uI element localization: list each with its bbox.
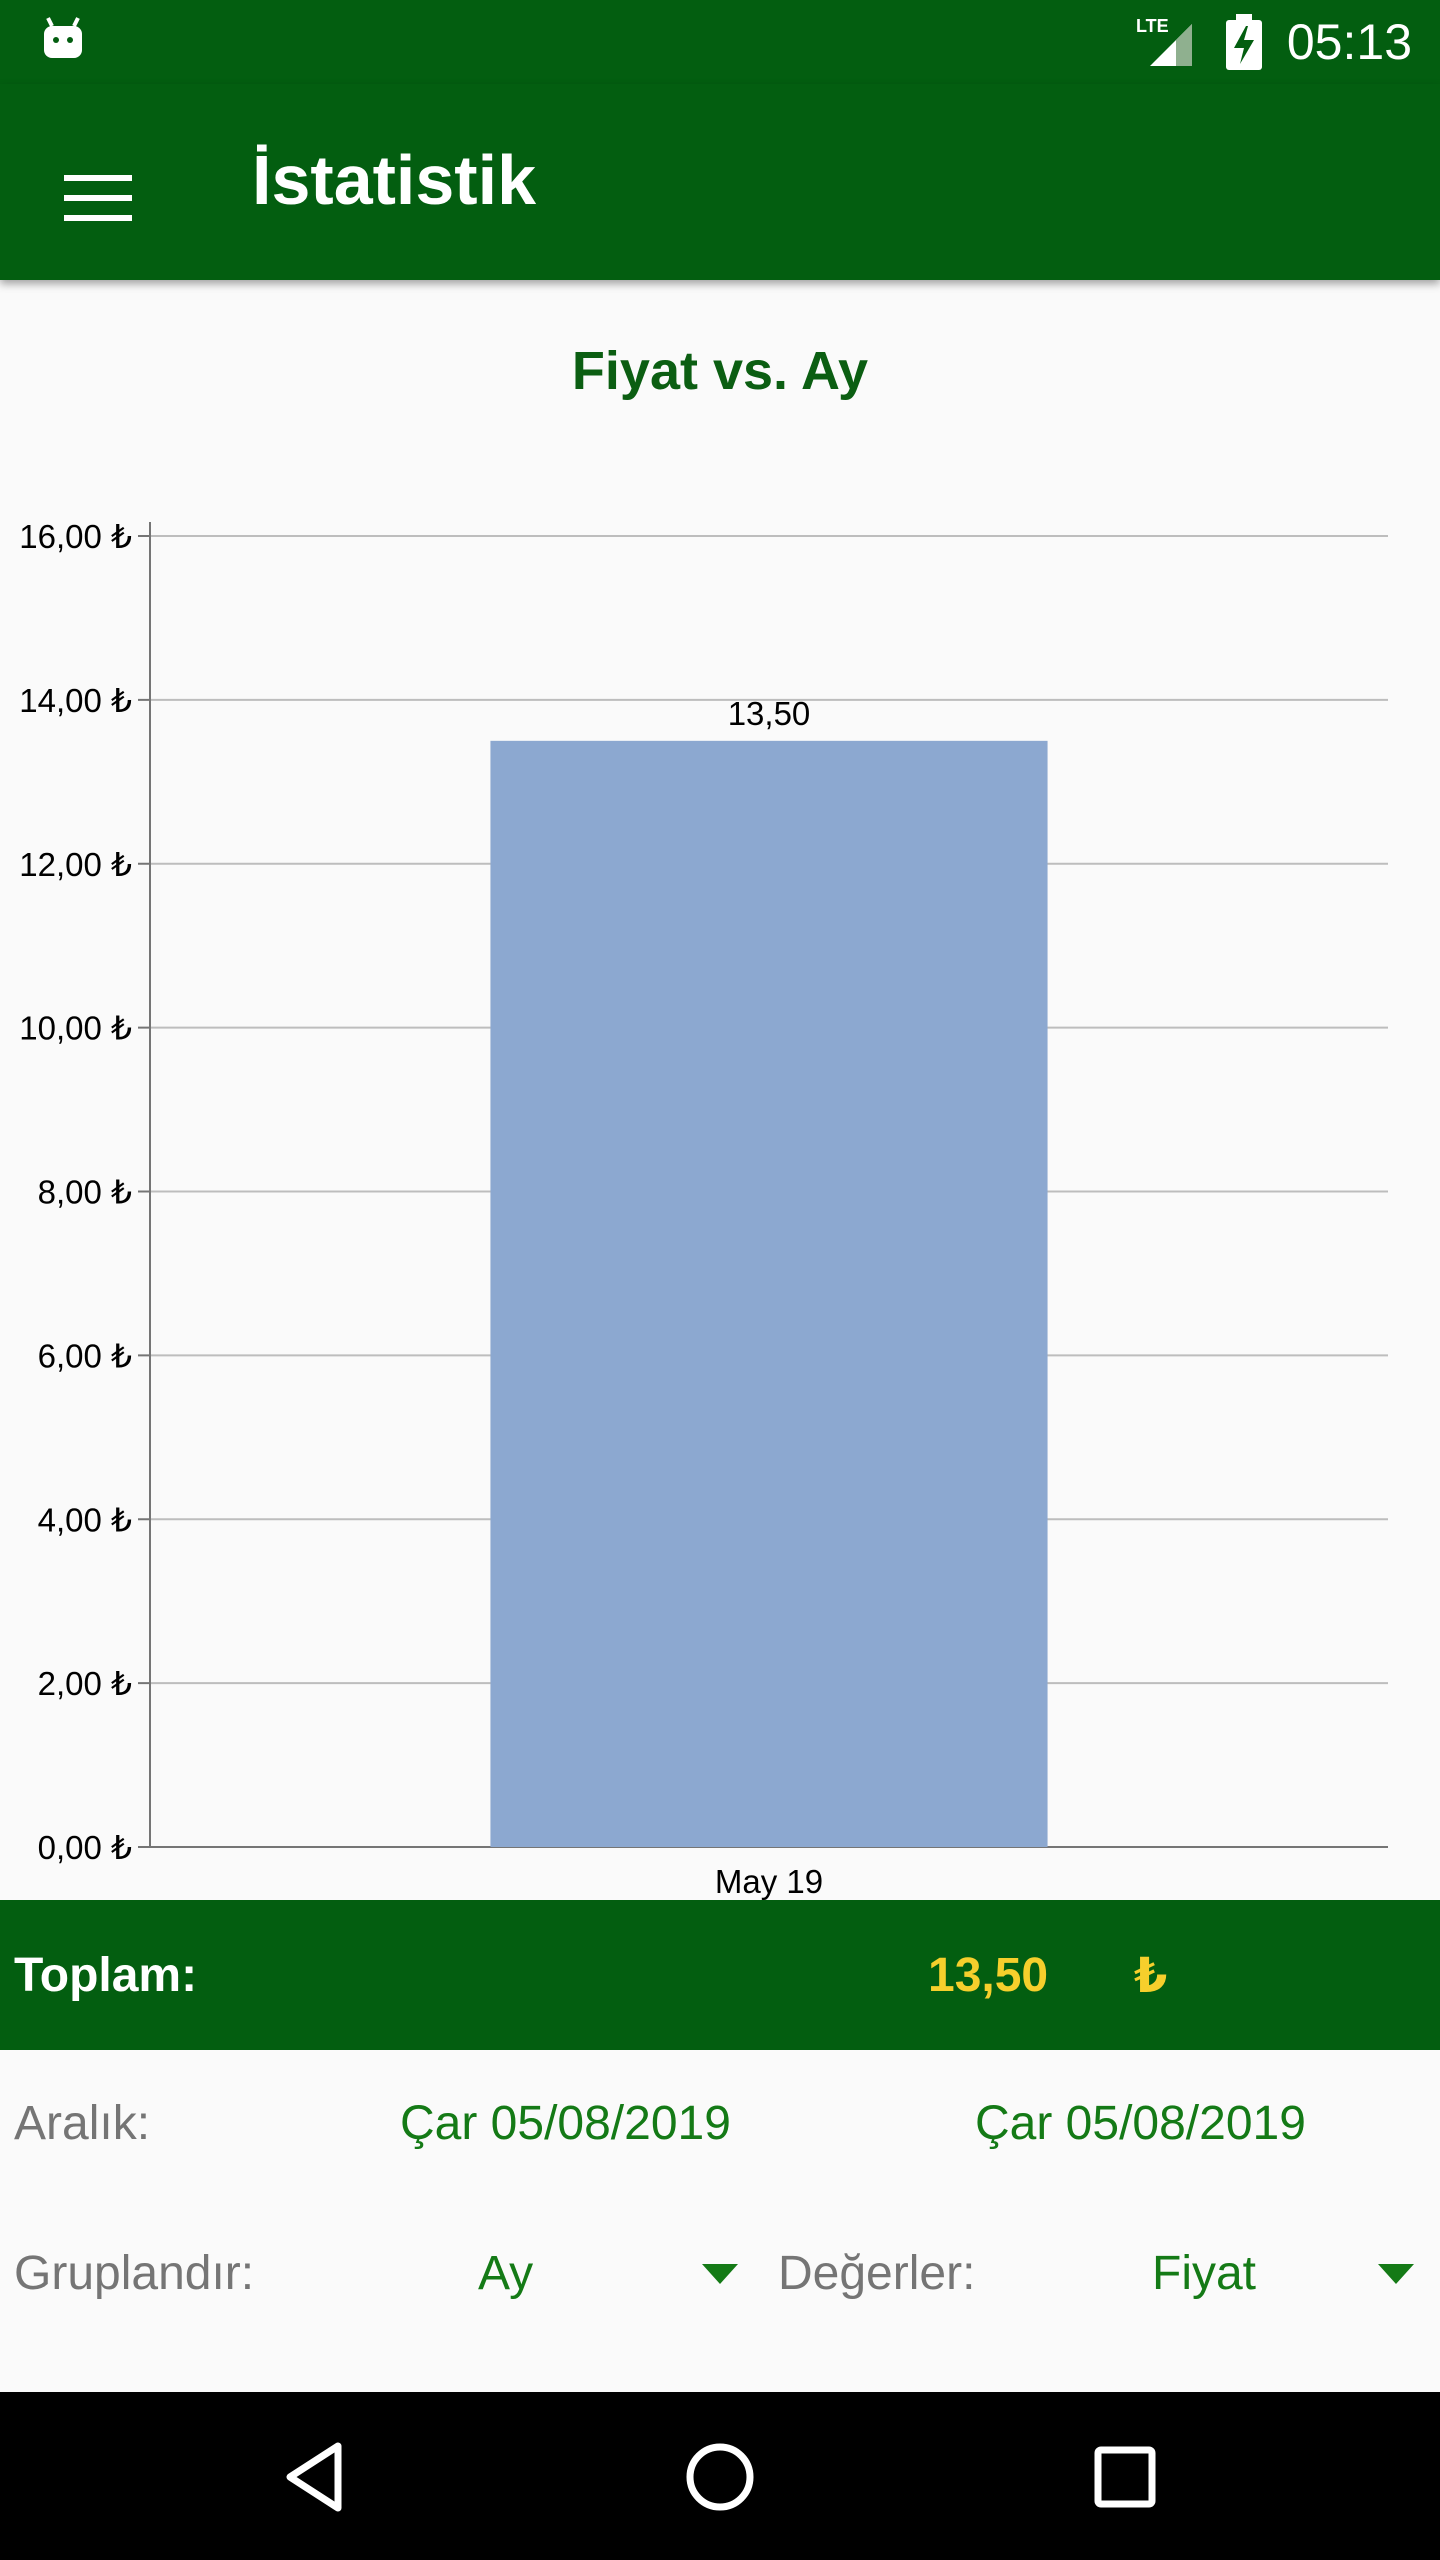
network-label: LTE (1136, 16, 1169, 36)
total-label: Toplam: (14, 1949, 198, 2002)
total-bar: Toplam: 13,50 ₺ (0, 1900, 1440, 2050)
bar-chart: 0,00 ₺ 2,00 ₺ 4,00 ₺ 6,00 ₺ 8,00 ₺ 10,00 ₺ 12,… (19, 518, 1388, 1900)
status-bar: LTE 05:13 (0, 0, 1440, 84)
y-tick-label: 0,00 ₺ (38, 1829, 132, 1866)
y-tick-label: 16,00 ₺ (19, 518, 132, 555)
chart-area: Fiyat vs. Ay 0,00 ₺ 2,00 ₺ 4,00 ₺ 6,00 ₺ 8,0… (0, 280, 1440, 1900)
range-end-date[interactable]: Çar 05/08/2019 (975, 2097, 1306, 2150)
group-dropdown-arrow-icon[interactable] (702, 2264, 738, 2284)
lte-signal-icon: LTE (1136, 16, 1192, 66)
values-dropdown-arrow-icon[interactable] (1378, 2264, 1414, 2284)
bar-data-label: 13,50 (728, 695, 811, 732)
y-tick-label: 12,00 ₺ (19, 846, 132, 883)
total-value: 13,50 (928, 1949, 1049, 2002)
page-title: İstatistik (252, 141, 536, 219)
total-currency: ₺ (1134, 1950, 1168, 2003)
controls-panel: Aralık: Çar 05/08/2019 Çar 05/08/2019 Gr… (0, 2050, 1440, 2392)
app-bar: İstatistik (0, 84, 1440, 280)
battery-charging-icon (1226, 14, 1262, 70)
group-label: Gruplandır: (14, 2247, 255, 2300)
menu-button[interactable] (40, 140, 156, 256)
status-time: 05:13 (1286, 14, 1412, 70)
hamburger-menu-icon (64, 175, 132, 221)
y-tick-label: 10,00 ₺ (19, 1010, 132, 1047)
y-tick-label: 14,00 ₺ (19, 682, 132, 719)
recents-icon[interactable] (1080, 2432, 1170, 2522)
android-icon (44, 17, 82, 58)
y-tick-label: 8,00 ₺ (38, 1174, 132, 1211)
bar (490, 740, 1048, 1847)
x-tick-label: May 19 (715, 1863, 823, 1900)
group-select-value[interactable]: Ay (478, 2247, 534, 2300)
range-start-date[interactable]: Çar 05/08/2019 (400, 2097, 731, 2150)
navigation-bar (0, 2392, 1440, 2560)
chart-title: Fiyat vs. Ay (571, 341, 869, 401)
y-tick-label: 2,00 ₺ (38, 1665, 132, 1702)
values-label: Değerler: (778, 2247, 976, 2300)
back-icon[interactable] (270, 2432, 360, 2522)
values-select-value[interactable]: Fiyat (1152, 2247, 1257, 2300)
home-icon[interactable] (675, 2432, 765, 2522)
y-tick-label: 6,00 ₺ (38, 1337, 132, 1374)
y-tick-label: 4,00 ₺ (38, 1501, 132, 1538)
range-label: Aralık: (14, 2097, 151, 2150)
